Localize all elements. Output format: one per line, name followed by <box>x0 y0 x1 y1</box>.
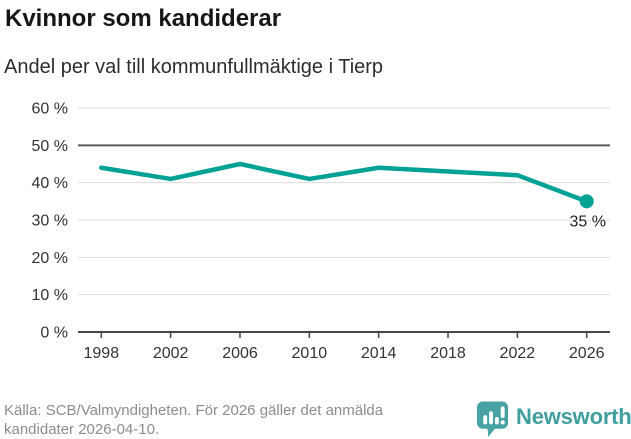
data-series: 35 % <box>99 161 608 232</box>
x-tick-label: 2006 <box>222 345 258 362</box>
newsworthy-logo[interactable]: Newsworthy <box>476 399 631 439</box>
endpoint-value-label: 35 % <box>569 213 605 230</box>
y-tick-label: 30 % <box>32 213 68 230</box>
data-line <box>99 161 589 204</box>
y-tick-label: 0 % <box>40 325 68 342</box>
endpoint-marker <box>579 194 594 209</box>
source-line-2: kandidater 2026-04-10. <box>4 421 160 438</box>
y-tick-label: 10 % <box>32 287 68 304</box>
x-tick-label: 2026 <box>569 345 605 362</box>
y-tick-label: 60 % <box>32 101 68 118</box>
chart-title: Kvinnor som kandiderar <box>5 5 282 32</box>
x-tick-label: 2022 <box>500 345 536 362</box>
source-line-1: Källa: SCB/Valmyndigheten. För 2026 gäll… <box>4 402 384 419</box>
chart-subtitle: Andel per val till kommunfullmäktige i T… <box>4 56 384 78</box>
line-chart: 0 % 10 % 20 % 30 % 40 % 50 % 60 % 1998 2002 2006… <box>32 101 610 362</box>
y-axis-labels: 0 % 10 % 20 % 30 % 40 % 50 % 60 % <box>32 101 68 342</box>
x-tick-label: 2010 <box>292 345 328 362</box>
x-axis-ticks <box>100 332 588 338</box>
newsworthy-logo-text: Newsworthy <box>516 404 631 429</box>
y-tick-label: 40 % <box>32 175 68 192</box>
y-tick-label: 50 % <box>32 138 68 155</box>
gridlines <box>78 107 610 333</box>
x-tick-label: 2014 <box>361 345 397 362</box>
y-tick-label: 20 % <box>32 250 68 267</box>
x-axis-labels: 1998 2002 2006 2010 2014 2018 2022 2026 <box>84 345 605 362</box>
x-tick-label: 2018 <box>430 345 466 362</box>
source-note: Källa: SCB/Valmyndigheten. För 2026 gäll… <box>4 401 464 439</box>
newsworthy-logo-icon <box>476 401 509 437</box>
x-tick-label: 2002 <box>153 345 189 362</box>
x-tick-label: 1998 <box>84 345 120 362</box>
